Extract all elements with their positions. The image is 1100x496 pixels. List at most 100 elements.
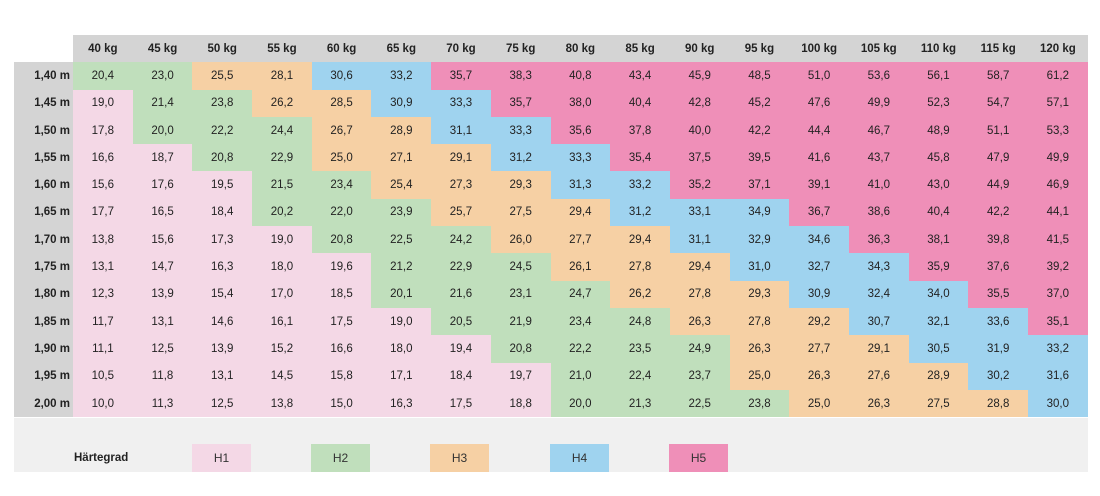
bmi-cell: 22,4 (610, 362, 670, 390)
bmi-cell: 13,1 (192, 362, 253, 390)
bmi-cell: 31,2 (490, 144, 551, 172)
bmi-cell: 15,2 (252, 335, 312, 363)
bmi-cell: 22,2 (192, 116, 253, 145)
bmi-cell: 40,0 (669, 116, 730, 145)
bmi-cell: 17,0 (252, 280, 312, 308)
bmi-cell: 15,4 (192, 280, 253, 308)
bmi-cell: 38,6 (848, 198, 909, 227)
bmi-cell: 17,6 (132, 171, 193, 199)
bmi-cell: 21,6 (431, 280, 491, 308)
bmi-cell: 16,1 (252, 307, 312, 336)
bmi-cell: 24,7 (550, 280, 611, 308)
bmi-cell: 13,9 (192, 335, 253, 363)
weight-header: 60 kg (311, 35, 372, 63)
bmi-cell: 29,4 (550, 198, 611, 227)
bmi-cell: 27,6 (848, 362, 909, 390)
bmi-cell: 14,7 (132, 253, 193, 281)
bmi-cell: 34,9 (729, 198, 790, 227)
bmi-cell: 30,0 (1028, 389, 1088, 418)
bmi-cell: 39,1 (789, 171, 849, 199)
height-header: 1,40 m (14, 62, 73, 90)
bmi-cell: 37,8 (610, 116, 670, 145)
bmi-cell: 39,5 (729, 144, 790, 172)
bmi-cell: 37,6 (968, 253, 1028, 281)
weight-header: 65 kg (371, 35, 432, 63)
bmi-cell: 42,2 (968, 198, 1028, 227)
bmi-cell: 11,8 (132, 362, 193, 390)
bmi-cell: 23,5 (610, 335, 670, 363)
bmi-cell: 38,3 (490, 62, 551, 90)
bmi-cell: 35,1 (1028, 307, 1088, 336)
bmi-cell: 24,8 (610, 307, 670, 336)
bmi-cell: 44,4 (789, 116, 849, 145)
bmi-cell: 38,1 (908, 226, 969, 254)
bmi-cell: 16,5 (132, 198, 193, 227)
bmi-cell: 19,0 (252, 226, 312, 254)
bmi-cell: 23,4 (311, 171, 372, 199)
bmi-cell: 25,5 (192, 62, 253, 90)
bmi-cell: 35,9 (908, 253, 969, 281)
bmi-cell: 20,2 (252, 198, 312, 227)
height-header: 1,95 m (14, 362, 73, 390)
bmi-cell: 32,1 (908, 307, 969, 336)
weight-header: 90 kg (669, 35, 730, 63)
bmi-cell: 61,2 (1028, 62, 1088, 90)
bmi-cell: 26,3 (669, 307, 730, 336)
bmi-cell: 30,7 (848, 307, 909, 336)
bmi-cell: 20,5 (431, 307, 491, 336)
bmi-cell: 43,7 (848, 144, 909, 172)
bmi-cell: 26,3 (848, 389, 909, 418)
bmi-cell: 27,5 (490, 198, 551, 227)
bmi-cell: 33,3 (431, 89, 491, 117)
bmi-cell: 27,5 (908, 389, 969, 418)
bmi-cell: 31,1 (431, 116, 491, 145)
bmi-cell: 40,8 (550, 62, 611, 90)
bmi-cell: 48,9 (908, 116, 969, 145)
bmi-cell: 25,0 (729, 362, 790, 390)
weight-header: 100 kg (789, 35, 849, 63)
bmi-cell: 18,8 (490, 389, 551, 418)
bmi-cell: 30,6 (311, 62, 372, 90)
bmi-cell: 17,8 (73, 116, 133, 145)
bmi-cell: 45,9 (669, 62, 730, 90)
bmi-cell: 16,6 (73, 144, 133, 172)
bmi-cell: 45,8 (908, 144, 969, 172)
bmi-cell: 13,8 (73, 226, 133, 254)
bmi-cell: 16,3 (192, 253, 253, 281)
bmi-cell: 22,9 (252, 144, 312, 172)
bmi-cell: 44,1 (1028, 198, 1088, 227)
bmi-cell: 26,3 (789, 362, 849, 390)
bmi-cell: 46,9 (1028, 171, 1088, 199)
bmi-cell: 49,9 (1028, 144, 1088, 172)
bmi-cell: 14,6 (192, 307, 253, 336)
bmi-cell: 39,8 (968, 226, 1028, 254)
bmi-cell: 27,3 (431, 171, 491, 199)
bmi-cell: 34,6 (789, 226, 849, 254)
bmi-cell: 37,1 (729, 171, 790, 199)
bmi-cell: 23,7 (669, 362, 730, 390)
bmi-cell: 29,1 (431, 144, 491, 172)
bmi-cell: 25,4 (371, 171, 432, 199)
bmi-cell: 40,4 (610, 89, 670, 117)
weight-header: 105 kg (848, 35, 909, 63)
weight-header: 85 kg (610, 35, 670, 63)
bmi-cell: 22,9 (431, 253, 491, 281)
bmi-cell: 34,3 (848, 253, 909, 281)
weight-header: 50 kg (192, 35, 253, 63)
bmi-cell: 12,5 (192, 389, 253, 418)
bmi-cell: 49,9 (848, 89, 909, 117)
bmi-cell: 28,8 (968, 389, 1028, 418)
bmi-cell: 33,3 (550, 144, 611, 172)
bmi-cell: 29,1 (848, 335, 909, 363)
table-corner (14, 35, 73, 63)
bmi-cell: 14,5 (252, 362, 312, 390)
bmi-cell: 36,7 (789, 198, 849, 227)
bmi-cell: 17,1 (371, 362, 432, 390)
legend-swatch-h5: H5 (669, 444, 728, 472)
bmi-cell: 13,1 (132, 307, 193, 336)
bmi-cell: 26,2 (610, 280, 670, 308)
weight-header: 120 kg (1028, 35, 1088, 63)
bmi-cell: 11,7 (73, 307, 133, 336)
legend-strip: Härtegrad H1 H2 H3 H4 H5 (14, 444, 1088, 472)
bmi-cell: 24,5 (490, 253, 551, 281)
